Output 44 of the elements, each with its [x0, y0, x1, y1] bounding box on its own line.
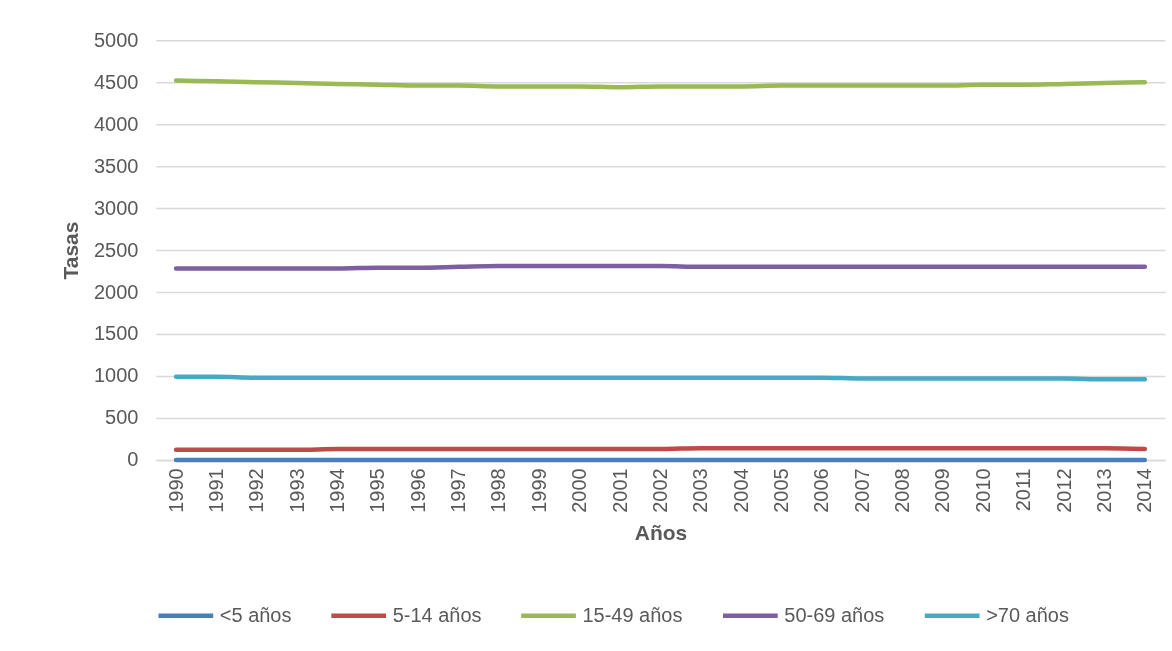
y-tick-label: 3000: [93, 196, 139, 219]
x-tick-label: 2002: [648, 468, 671, 513]
legend-label: >70 años: [986, 603, 1069, 626]
legend-label: 15-49 años: [582, 603, 683, 626]
x-tick-label: 1990: [164, 468, 187, 513]
y-tick-label: 0: [127, 448, 139, 471]
y-tick-label: 1000: [93, 364, 139, 387]
legend-label: 50-69 años: [784, 603, 885, 626]
x-tick-label: 2006: [810, 468, 833, 513]
y-tick-label: 5000: [93, 28, 139, 51]
x-tick-label: 2014: [1133, 468, 1156, 513]
x-tick-label: 2004: [729, 468, 752, 513]
x-tick-label: 1994: [326, 468, 349, 513]
x-tick-label: 2009: [931, 468, 954, 513]
x-tick-label: 2007: [850, 468, 873, 513]
x-tick-label: 1993: [285, 468, 308, 513]
y-tick-label: 4500: [93, 70, 139, 93]
x-tick-label: 2013: [1092, 468, 1115, 513]
x-tick-label: 2010: [971, 468, 994, 513]
y-axis-title: Tasas: [58, 221, 82, 280]
x-tick-label: 1991: [204, 468, 227, 513]
x-tick-label: 1992: [245, 468, 268, 513]
x-tick-label: 2001: [608, 468, 631, 513]
x-tick-label: 2005: [770, 468, 793, 513]
x-tick-label: 1998: [487, 468, 510, 513]
y-tick-label: 2000: [93, 280, 139, 303]
y-tick-label: 2500: [93, 238, 139, 261]
x-tick-label: 2011: [1012, 468, 1035, 512]
line-series: [173, 78, 1148, 90]
y-tick-label: 1500: [93, 322, 139, 345]
y-tick-label: 4000: [93, 112, 139, 135]
x-tick-label: 1997: [447, 468, 470, 513]
x-axis-title: Años: [634, 520, 688, 544]
x-tick-label: 1995: [366, 468, 389, 513]
x-tick-label: 2012: [1052, 468, 1075, 513]
y-tick-label: 3500: [93, 154, 139, 177]
x-tick-label: 2008: [891, 468, 914, 513]
x-tick-label: 1999: [527, 468, 550, 513]
x-tick-label: 2000: [568, 468, 591, 513]
legend-label: 5-14 años: [392, 603, 482, 626]
x-tick-label: 1996: [406, 468, 429, 513]
legend-label: <5 años: [219, 603, 292, 626]
x-tick-label: 2003: [689, 468, 712, 513]
y-tick-label: 500: [105, 406, 139, 429]
